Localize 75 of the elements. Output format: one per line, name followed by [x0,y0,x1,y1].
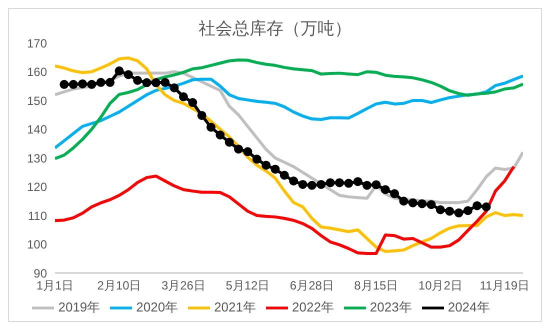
point [307,180,316,190]
point [426,200,436,210]
point [408,198,418,208]
y-tick-label: 130 [26,151,48,166]
legend-label: 2019年 [58,299,100,314]
point [454,208,464,218]
point [463,206,472,216]
point [243,147,252,156]
point [142,78,152,88]
y-tick-label: 170 [26,36,48,50]
point [362,180,372,190]
point [445,206,454,216]
point [60,80,69,89]
point [270,164,280,174]
x-tick-label: 10月2日 [418,278,462,293]
point [87,80,96,89]
point [160,78,170,87]
x-tick-label: 1月1日 [36,278,74,293]
y-tick-label: 140 [26,122,48,137]
point [289,176,298,186]
point [68,80,78,89]
point [216,130,225,140]
x-tick-label: 6月28日 [290,278,334,293]
point [252,154,262,164]
point [326,178,335,188]
point [96,78,106,87]
point [418,199,427,208]
line-series [55,56,523,253]
point [298,180,308,189]
point [482,202,491,212]
point [436,205,445,214]
legend-label: 2022年 [292,299,334,314]
line-series [55,165,516,255]
y-tick-label: 160 [26,65,48,80]
x-tick-label: 11月19日 [480,278,530,293]
point [206,122,216,132]
y-tick-label: 110 [28,208,48,223]
point [178,92,188,102]
line-series [55,58,523,160]
y-tick-label: 120 [26,180,48,194]
point [280,170,289,180]
legend-label: 2020年 [136,299,178,314]
chart-title: 社会总库存（万吨） [198,19,352,38]
point [124,70,133,80]
x-tick-label: 5月12日 [226,278,270,293]
x-tick-label: 2月10日 [97,278,142,293]
point [170,83,179,92]
legend-label: 2021年 [214,299,256,314]
point [106,78,115,87]
point [372,180,381,190]
point [234,144,244,154]
point [399,196,408,206]
y-tick-label: 90 [34,266,48,280]
legend-label: 2023年 [370,299,412,314]
x-tick-label: 8月15日 [354,278,398,293]
point [353,177,362,186]
point [262,160,271,170]
y-tick-label: 100 [26,238,48,252]
point [380,185,390,194]
point [133,76,142,85]
point [224,138,234,147]
line-series [55,74,523,150]
point [472,201,482,210]
point [316,180,326,189]
legend-label: 2024年 [448,299,490,314]
point [78,79,88,88]
point [344,178,354,188]
point [334,178,344,188]
x-tick-label: 3月26日 [161,278,206,293]
point [188,98,198,108]
point [390,189,400,198]
point [197,110,206,120]
point [151,78,160,88]
point [114,66,124,76]
y-tick-label: 150 [26,94,48,108]
